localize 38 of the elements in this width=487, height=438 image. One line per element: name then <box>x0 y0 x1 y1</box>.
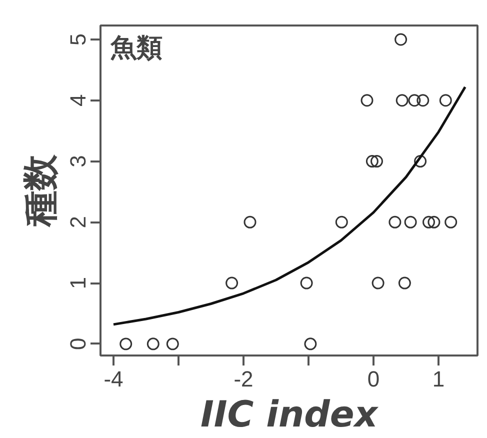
point <box>366 155 378 168</box>
point <box>398 276 411 290</box>
point <box>370 155 383 168</box>
line-series <box>112 86 466 326</box>
y-tick-label: 5 <box>66 33 90 46</box>
x-axis-title: IIC index <box>200 394 380 436</box>
point <box>408 94 421 107</box>
point <box>414 155 427 168</box>
point <box>244 216 256 228</box>
point <box>226 276 238 290</box>
annotation: 魚類 <box>110 34 162 64</box>
x-tick-label: 0 <box>367 366 380 392</box>
point <box>304 338 317 350</box>
point <box>396 94 408 107</box>
point <box>404 216 417 228</box>
y-tick-label: 0 <box>66 338 90 350</box>
point <box>146 338 160 350</box>
point <box>372 276 384 290</box>
y-tick-label: 2 <box>66 216 90 228</box>
point <box>428 216 440 228</box>
point <box>300 276 313 290</box>
point <box>444 216 458 228</box>
y-axis-title: 種数 <box>20 154 62 228</box>
point <box>120 338 132 350</box>
point <box>360 94 374 107</box>
point <box>422 216 435 228</box>
point <box>416 94 430 107</box>
y-tick-label: 4 <box>66 94 90 107</box>
x-tick-label: -2 <box>234 366 254 392</box>
point <box>439 94 452 107</box>
point <box>394 33 408 46</box>
y-tick-label: 1 <box>66 276 90 290</box>
y-tick-label: 3 <box>66 155 90 168</box>
x-tick-label: -4 <box>104 366 124 392</box>
point <box>166 338 179 350</box>
x-tick-label: 1 <box>432 366 445 392</box>
point <box>388 216 402 228</box>
point <box>335 216 348 228</box>
